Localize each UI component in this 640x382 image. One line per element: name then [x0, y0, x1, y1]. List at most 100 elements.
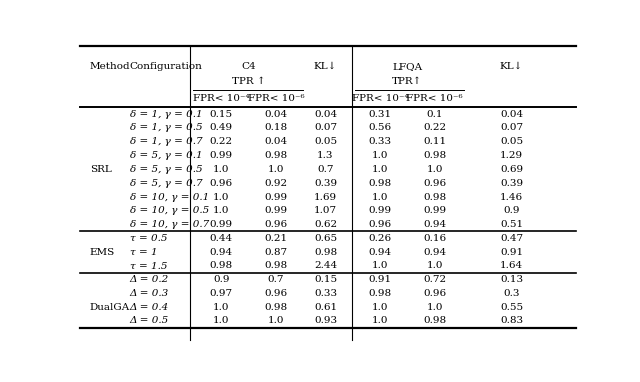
Text: 0.98: 0.98	[264, 303, 287, 312]
Text: 0.26: 0.26	[369, 234, 392, 243]
Text: 0.04: 0.04	[264, 137, 287, 146]
Text: 0.93: 0.93	[314, 316, 337, 325]
Text: τ = 1.5: τ = 1.5	[129, 261, 167, 270]
Text: 0.05: 0.05	[314, 137, 337, 146]
Text: 0.16: 0.16	[423, 234, 446, 243]
Text: 0.04: 0.04	[264, 110, 287, 118]
Text: 0.96: 0.96	[369, 220, 392, 229]
Text: Method: Method	[90, 62, 131, 71]
Text: δ = 1, γ = 0.1: δ = 1, γ = 0.1	[129, 110, 202, 118]
Text: TPR ↑: TPR ↑	[232, 77, 266, 86]
Text: 0.99: 0.99	[369, 206, 392, 215]
Text: 0.05: 0.05	[500, 137, 523, 146]
Text: 1.07: 1.07	[314, 206, 337, 215]
Text: Δ = 0.2: Δ = 0.2	[129, 275, 169, 284]
Text: KL↓: KL↓	[314, 62, 337, 71]
Text: 1.0: 1.0	[268, 165, 284, 174]
Text: 1.3: 1.3	[317, 151, 334, 160]
Text: 0.44: 0.44	[210, 234, 233, 243]
Text: 0.96: 0.96	[423, 289, 446, 298]
Text: τ = 1: τ = 1	[129, 248, 157, 257]
Text: 0.62: 0.62	[314, 220, 337, 229]
Text: 0.11: 0.11	[423, 137, 446, 146]
Text: 1.0: 1.0	[426, 261, 443, 270]
Text: 1.0: 1.0	[268, 316, 284, 325]
Text: 1.0: 1.0	[372, 303, 388, 312]
Text: 0.33: 0.33	[369, 137, 392, 146]
Text: 1.0: 1.0	[213, 165, 230, 174]
Text: 0.56: 0.56	[369, 123, 392, 133]
Text: 0.3: 0.3	[503, 289, 520, 298]
Text: 0.47: 0.47	[500, 234, 523, 243]
Text: 0.31: 0.31	[369, 110, 392, 118]
Text: 0.98: 0.98	[423, 193, 446, 202]
Text: 1.0: 1.0	[213, 303, 230, 312]
Text: 0.22: 0.22	[423, 123, 446, 133]
Text: 0.72: 0.72	[423, 275, 446, 284]
Text: EMS: EMS	[90, 248, 115, 257]
Text: 0.04: 0.04	[500, 110, 523, 118]
Text: FPR< 10⁻⁴: FPR< 10⁻⁴	[193, 94, 250, 103]
Text: δ = 1, γ = 0.7: δ = 1, γ = 0.7	[129, 137, 202, 146]
Text: 0.9: 0.9	[213, 275, 230, 284]
Text: 0.7: 0.7	[268, 275, 284, 284]
Text: 1.0: 1.0	[372, 193, 388, 202]
Text: 0.98: 0.98	[423, 316, 446, 325]
Text: 0.97: 0.97	[210, 289, 233, 298]
Text: δ = 5, γ = 0.7: δ = 5, γ = 0.7	[129, 179, 202, 188]
Text: 0.92: 0.92	[264, 179, 287, 188]
Text: LFQA: LFQA	[392, 62, 422, 71]
Text: 1.0: 1.0	[213, 206, 230, 215]
Text: 0.07: 0.07	[314, 123, 337, 133]
Text: 2.44: 2.44	[314, 261, 337, 270]
Text: 0.65: 0.65	[314, 234, 337, 243]
Text: 1.0: 1.0	[213, 193, 230, 202]
Text: 0.98: 0.98	[369, 179, 392, 188]
Text: 0.94: 0.94	[423, 248, 446, 257]
Text: 0.98: 0.98	[264, 261, 287, 270]
Text: 0.99: 0.99	[423, 206, 446, 215]
Text: Configuration: Configuration	[129, 62, 202, 71]
Text: 0.98: 0.98	[264, 151, 287, 160]
Text: 1.0: 1.0	[372, 316, 388, 325]
Text: FPR< 10⁻⁶: FPR< 10⁻⁶	[406, 94, 463, 103]
Text: 0.96: 0.96	[423, 179, 446, 188]
Text: 0.22: 0.22	[210, 137, 233, 146]
Text: δ = 10, γ = 0.1: δ = 10, γ = 0.1	[129, 193, 209, 202]
Text: 1.0: 1.0	[372, 165, 388, 174]
Text: 0.96: 0.96	[264, 289, 287, 298]
Text: 0.91: 0.91	[500, 248, 523, 257]
Text: Δ = 0.3: Δ = 0.3	[129, 289, 169, 298]
Text: 0.98: 0.98	[210, 261, 233, 270]
Text: 0.15: 0.15	[314, 275, 337, 284]
Text: 0.15: 0.15	[210, 110, 233, 118]
Text: 1.0: 1.0	[372, 151, 388, 160]
Text: δ = 5, γ = 0.5: δ = 5, γ = 0.5	[129, 165, 202, 174]
Text: 0.94: 0.94	[423, 220, 446, 229]
Text: KL↓: KL↓	[500, 62, 524, 71]
Text: 0.87: 0.87	[264, 248, 287, 257]
Text: Δ = 0.5: Δ = 0.5	[129, 316, 169, 325]
Text: FPR< 10⁻⁴: FPR< 10⁻⁴	[352, 94, 408, 103]
Text: 0.99: 0.99	[210, 151, 233, 160]
Text: 0.21: 0.21	[264, 234, 287, 243]
Text: 0.98: 0.98	[423, 151, 446, 160]
Text: 1.0: 1.0	[213, 316, 230, 325]
Text: FPR< 10⁻⁶: FPR< 10⁻⁶	[248, 94, 304, 103]
Text: TPR↑: TPR↑	[392, 77, 422, 86]
Text: 0.61: 0.61	[314, 303, 337, 312]
Text: δ = 5, γ = 0.1: δ = 5, γ = 0.1	[129, 151, 202, 160]
Text: 1.0: 1.0	[426, 165, 443, 174]
Text: 0.99: 0.99	[264, 193, 287, 202]
Text: 0.83: 0.83	[500, 316, 523, 325]
Text: 0.49: 0.49	[210, 123, 233, 133]
Text: 0.18: 0.18	[264, 123, 287, 133]
Text: 0.51: 0.51	[500, 220, 523, 229]
Text: 1.0: 1.0	[426, 303, 443, 312]
Text: 0.96: 0.96	[264, 220, 287, 229]
Text: 0.7: 0.7	[317, 165, 334, 174]
Text: 0.13: 0.13	[500, 275, 523, 284]
Text: 0.69: 0.69	[500, 165, 523, 174]
Text: 0.91: 0.91	[369, 275, 392, 284]
Text: 0.98: 0.98	[314, 248, 337, 257]
